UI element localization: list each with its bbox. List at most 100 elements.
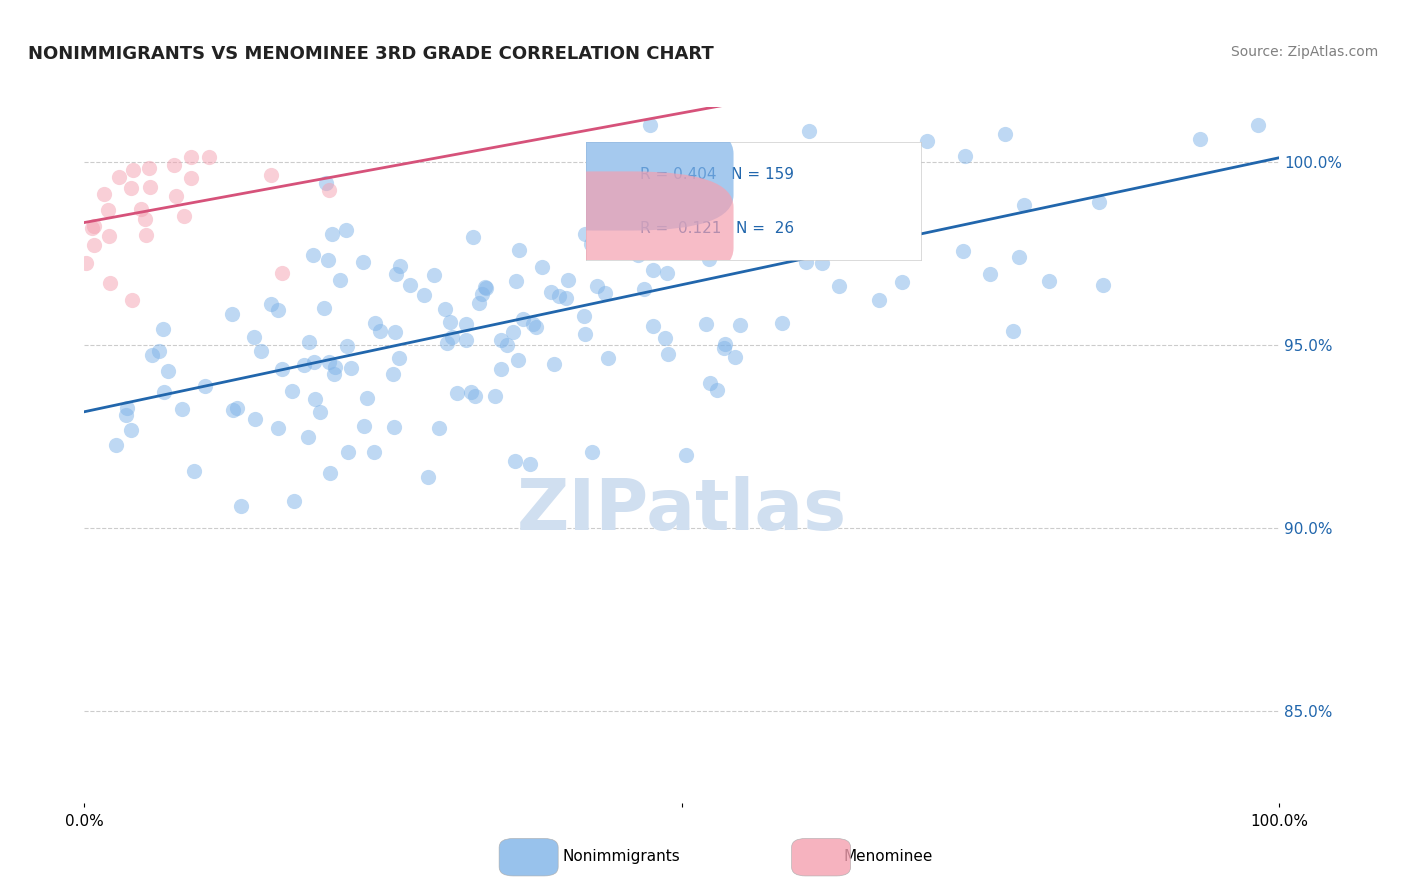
Point	[1088, 195, 1111, 210]
Point	[799, 124, 821, 138]
Point	[868, 293, 890, 307]
Point	[592, 219, 614, 234]
Point	[250, 343, 273, 358]
Point	[714, 180, 737, 194]
Point	[418, 470, 440, 484]
Point	[165, 189, 187, 203]
Point	[475, 281, 498, 295]
Point	[352, 255, 374, 269]
Point	[574, 327, 596, 342]
Point	[318, 466, 340, 480]
Point	[815, 158, 838, 172]
Point	[297, 430, 319, 444]
Point	[657, 266, 679, 280]
Text: ZIPatlas: ZIPatlas	[517, 476, 846, 545]
Point	[702, 241, 724, 255]
Point	[641, 263, 664, 277]
Point	[436, 335, 458, 350]
Point	[173, 210, 195, 224]
Point	[382, 419, 405, 434]
Point	[554, 291, 576, 305]
Point	[222, 402, 245, 417]
Point	[83, 238, 105, 252]
Point	[318, 253, 340, 268]
Text: Menominee: Menominee	[844, 849, 934, 863]
Point	[104, 437, 127, 451]
Point	[120, 423, 142, 437]
Point	[471, 287, 494, 301]
Point	[422, 268, 444, 283]
Point	[138, 161, 160, 176]
Point	[702, 159, 724, 173]
Point	[1012, 198, 1035, 212]
Point	[508, 243, 530, 257]
Point	[828, 279, 851, 293]
Point	[890, 219, 912, 234]
Point	[706, 383, 728, 397]
Point	[814, 235, 837, 250]
Point	[890, 275, 912, 289]
Point	[489, 333, 512, 347]
Point	[818, 244, 841, 258]
Point	[384, 325, 406, 339]
Point	[581, 237, 603, 252]
Point	[695, 317, 717, 331]
Point	[484, 389, 506, 403]
Point	[302, 248, 325, 262]
Point	[283, 494, 305, 508]
Point	[456, 333, 478, 347]
Point	[697, 164, 720, 178]
Point	[231, 499, 253, 513]
Point	[495, 338, 517, 352]
Point	[163, 157, 186, 171]
Point	[860, 197, 883, 211]
Point	[170, 401, 193, 416]
Point	[502, 326, 524, 340]
Point	[157, 364, 180, 378]
Point	[180, 151, 202, 165]
Point	[503, 454, 526, 468]
Point	[439, 315, 461, 329]
Point	[508, 353, 530, 368]
Point	[761, 202, 783, 216]
Text: Nonimmigrants: Nonimmigrants	[562, 849, 681, 863]
Point	[121, 293, 143, 308]
Point	[640, 119, 662, 133]
Point	[270, 362, 292, 376]
Point	[226, 401, 249, 415]
Point	[337, 444, 360, 458]
Point	[83, 219, 105, 233]
Point	[385, 267, 408, 281]
Point	[572, 309, 595, 323]
Point	[979, 267, 1001, 281]
Point	[675, 211, 697, 225]
Point	[75, 255, 97, 269]
Point	[260, 169, 283, 183]
Point	[772, 316, 794, 330]
Point	[446, 385, 468, 400]
Point	[323, 367, 346, 381]
Point	[134, 211, 156, 226]
Point	[115, 401, 138, 416]
Point	[135, 228, 157, 243]
Point	[574, 227, 596, 241]
Point	[340, 360, 363, 375]
Point	[129, 202, 152, 217]
Point	[699, 376, 721, 390]
Point	[728, 318, 751, 332]
Point	[810, 256, 832, 270]
Point	[315, 176, 337, 190]
Point	[318, 183, 340, 197]
Point	[321, 227, 343, 242]
Point	[643, 319, 665, 334]
Point	[266, 303, 288, 318]
Point	[668, 220, 690, 235]
Point	[180, 170, 202, 185]
Point	[243, 411, 266, 425]
Point	[522, 317, 544, 331]
Point	[388, 259, 411, 273]
Point	[381, 368, 404, 382]
Point	[1001, 324, 1024, 338]
Point	[221, 307, 243, 321]
Point	[468, 296, 491, 310]
